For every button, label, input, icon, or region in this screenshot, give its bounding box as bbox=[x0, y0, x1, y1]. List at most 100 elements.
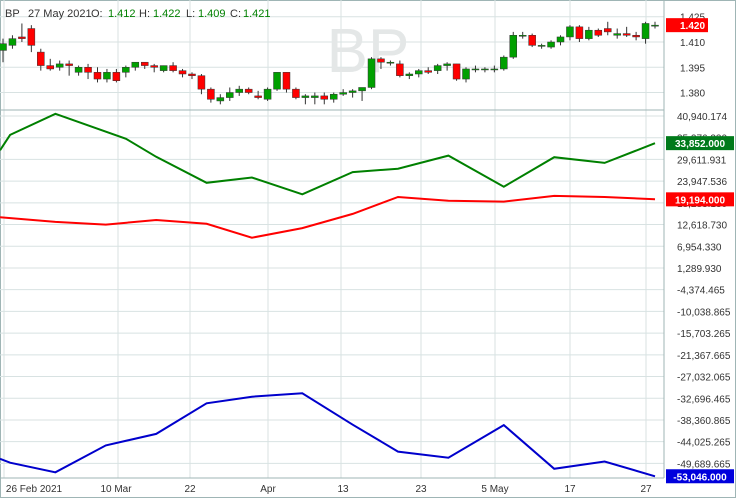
candle-body bbox=[329, 93, 338, 100]
candle-body bbox=[93, 72, 102, 80]
candle-body bbox=[55, 63, 64, 68]
header-c-label: C: bbox=[230, 8, 241, 20]
candle-body bbox=[585, 29, 593, 39]
candle-body bbox=[301, 95, 310, 98]
candle-body bbox=[632, 35, 640, 38]
time-tick-label: 23 bbox=[415, 484, 427, 495]
label-layer: 1.420 33,852.000 19,194.000 -53,046.000 bbox=[666, 18, 734, 484]
candle-body bbox=[518, 35, 527, 37]
candle-body bbox=[27, 28, 36, 46]
indicator-tick-label: 23,947.536 bbox=[677, 177, 727, 188]
candle-body bbox=[122, 67, 130, 73]
indicator-tick-label: 6,954.330 bbox=[677, 242, 722, 253]
green-series-line bbox=[0, 112, 656, 196]
candle-body bbox=[178, 70, 187, 75]
candle-body bbox=[74, 67, 83, 73]
indicator-tick-label: 12,618.730 bbox=[677, 221, 727, 232]
candle-body bbox=[103, 72, 111, 80]
green-value-badge bbox=[666, 136, 734, 151]
candle-body bbox=[500, 56, 508, 70]
candle-body bbox=[150, 65, 158, 68]
candle-body bbox=[415, 70, 423, 75]
candle-body bbox=[8, 38, 17, 46]
candle-body bbox=[575, 26, 584, 39]
last-price-badge bbox=[666, 18, 708, 33]
indicator-tick-label: -15,703.265 bbox=[677, 329, 731, 340]
header-o-value: 1.412 bbox=[108, 8, 136, 20]
candle-body bbox=[622, 33, 631, 36]
candle-body bbox=[641, 23, 650, 39]
header-h-value: 1.422 bbox=[153, 8, 181, 20]
candle-body bbox=[405, 73, 414, 76]
candle-body bbox=[547, 41, 555, 48]
candle-body bbox=[462, 68, 470, 80]
candle-body bbox=[18, 36, 26, 39]
candle-body bbox=[396, 63, 404, 76]
candle-body bbox=[613, 33, 621, 36]
candle-body bbox=[604, 28, 612, 33]
candle-body bbox=[537, 45, 546, 47]
candle-body bbox=[37, 51, 45, 66]
candle-body bbox=[131, 61, 140, 68]
candle-body bbox=[46, 65, 54, 70]
candle-body bbox=[169, 65, 177, 71]
red-value-label: 19,194.000 bbox=[675, 195, 725, 206]
indicator-tick-label: -38,360.865 bbox=[677, 416, 731, 427]
candle-body bbox=[311, 95, 319, 98]
candle-body bbox=[443, 63, 451, 66]
candle-body bbox=[140, 61, 149, 66]
time-tick-label: 27 bbox=[640, 484, 652, 495]
indicator-tick-label: 40,940.174 bbox=[677, 112, 727, 123]
time-tick-label: 10 Mar bbox=[100, 484, 132, 495]
time-tick-label: Apr bbox=[260, 484, 276, 495]
candle-body bbox=[556, 36, 565, 43]
red-series-line bbox=[0, 194, 656, 239]
candle-body bbox=[235, 88, 243, 93]
candle-body bbox=[65, 63, 73, 66]
candle-layer bbox=[0, 21, 659, 105]
indicator-tick-label: -32,696.465 bbox=[677, 394, 731, 405]
candle-body bbox=[509, 35, 518, 58]
header-l-label: L: bbox=[186, 8, 195, 20]
time-tick-label: 13 bbox=[337, 484, 349, 495]
blue-value-label: -53,046.000 bbox=[673, 472, 727, 483]
candle-body bbox=[424, 70, 432, 73]
last-price-value: 1.420 bbox=[680, 21, 705, 32]
time-tick-label: 5 May bbox=[481, 484, 508, 495]
red-value-badge bbox=[666, 192, 734, 207]
indicator-tick-label: 1,289.930 bbox=[677, 264, 722, 275]
candle-body bbox=[386, 61, 395, 64]
green-value-label: 33,852.000 bbox=[675, 139, 725, 150]
indicator-tick-label: -49,689.665 bbox=[677, 459, 731, 470]
candle-body bbox=[367, 58, 376, 88]
blue-series-line bbox=[0, 392, 656, 478]
candle-body bbox=[320, 95, 329, 100]
line-layer bbox=[0, 112, 656, 478]
header-c-value: 1.421 bbox=[243, 8, 271, 20]
candle-body bbox=[226, 92, 234, 98]
candle-body bbox=[292, 88, 300, 98]
indicator-tick-label: 29,611.931 bbox=[677, 155, 727, 166]
header-o-label: O: bbox=[91, 8, 103, 20]
price-tick-label: 1.410 bbox=[680, 38, 705, 49]
indicator-tick-label: -27,032.065 bbox=[677, 373, 731, 384]
candle-body bbox=[490, 68, 499, 71]
candle-body bbox=[263, 88, 272, 100]
candle-body bbox=[377, 58, 385, 63]
candle-body bbox=[282, 72, 291, 90]
candle-body bbox=[254, 95, 262, 98]
header-h-label: H: bbox=[139, 8, 150, 20]
header-l-value: 1.409 bbox=[198, 8, 226, 20]
header-date: 27 May 2021 bbox=[28, 8, 92, 20]
candle-body bbox=[348, 90, 357, 93]
candle-body bbox=[358, 87, 366, 92]
candle-body bbox=[481, 68, 489, 71]
candle-body bbox=[528, 35, 536, 46]
candle-body bbox=[244, 88, 253, 93]
blue-value-badge bbox=[666, 469, 734, 484]
candle-body bbox=[159, 65, 168, 71]
candle-body bbox=[216, 97, 225, 102]
candle-body bbox=[651, 24, 659, 27]
time-tick-label: 17 bbox=[564, 484, 576, 495]
